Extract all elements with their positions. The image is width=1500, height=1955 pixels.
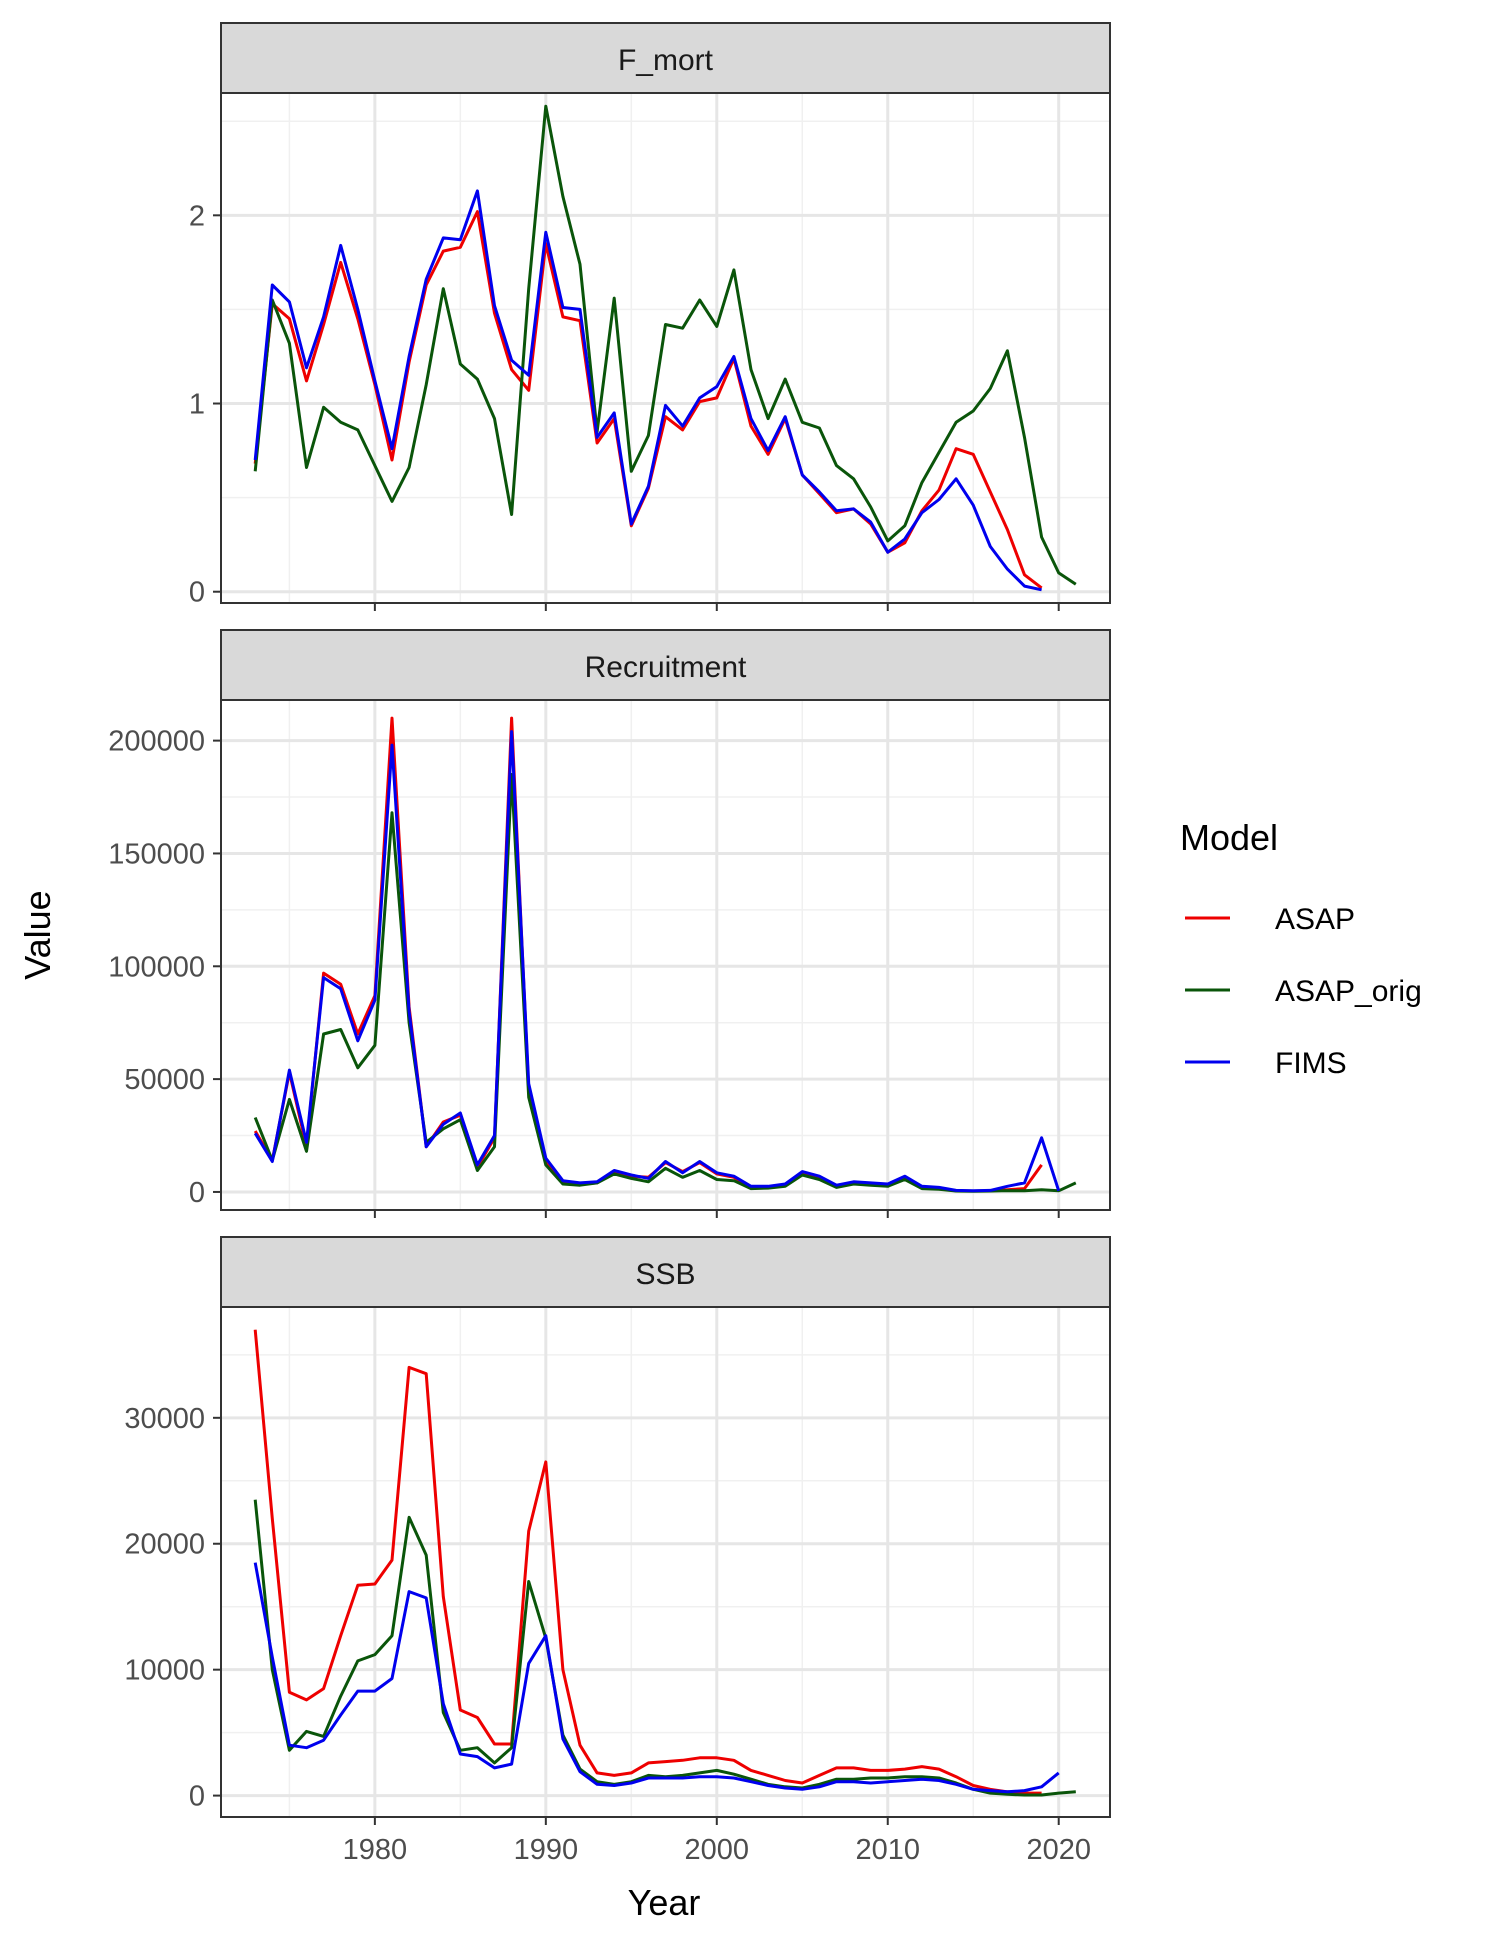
panel-f-mort: F_mort 0 1 2 (189, 22, 1111, 611)
legend: Model ASAP ASAP_orig FIMS (1180, 817, 1422, 1080)
y-tick-label: 100000 (108, 951, 205, 983)
facet-title: Recruitment (585, 651, 747, 684)
series-line-fims (253, 189, 1042, 592)
x-tick-label: 2020 (1026, 1834, 1091, 1866)
legend-title: Model (1180, 817, 1278, 858)
panel-border (220, 92, 1111, 604)
panel-border (220, 1306, 1111, 1818)
y-axis-title: Value (17, 890, 58, 979)
plot-area (221, 93, 1110, 603)
y-tick-label: 1 (189, 389, 205, 421)
series-line-fims (253, 1562, 1060, 1794)
panel-recruitment: Recruitment 0 50000 100000 150000 200000 (108, 629, 1111, 1218)
facet-title: SSB (635, 1258, 695, 1291)
y-tick-label: 20000 (124, 1529, 205, 1561)
y-tick-label: 2 (189, 200, 205, 232)
facet-strip (220, 629, 1111, 701)
y-tick-label: 0 (189, 1781, 205, 1813)
panels-layer: F_mort012Recruitment05000010000015000020… (108, 22, 1111, 1866)
plot-area (221, 1307, 1110, 1817)
series-lines (253, 716, 1077, 1193)
y-tick-label: 50000 (124, 1064, 205, 1096)
legend-label-fims: FIMS (1275, 1047, 1347, 1080)
series-lines (253, 104, 1077, 592)
x-tick-label: 2010 (855, 1834, 920, 1866)
x-tick-label: 1980 (343, 1834, 408, 1866)
plot-area (221, 700, 1110, 1210)
y-tick-label: 0 (189, 1177, 205, 1209)
y-tick-label: 30000 (124, 1403, 205, 1435)
x-axis-title: Year (628, 1882, 701, 1923)
facet-strip (220, 22, 1111, 94)
series-line-asap-orig (253, 104, 1077, 586)
facet-strip (220, 1236, 1111, 1308)
x-tick-label: 1990 (514, 1834, 579, 1866)
panel-ssb: SSB 0 10000 20000 30000 1980 1990 2000 2010 2020 (124, 1236, 1111, 1866)
series-line-asap (253, 1329, 1042, 1795)
facet-title: F_mort (618, 44, 714, 77)
y-tick-label: 10000 (124, 1655, 205, 1687)
legend-label-asap-orig: ASAP_orig (1275, 975, 1422, 1008)
y-tick-label: 0 (189, 577, 205, 609)
legend-items: ASAP ASAP_orig FIMS (1185, 903, 1422, 1080)
series-line-fims (253, 730, 1061, 1193)
y-tick-label: 150000 (108, 838, 205, 870)
y-tick-label: 200000 (108, 726, 205, 758)
panel-border (220, 699, 1111, 1211)
x-tick-label: 2000 (685, 1834, 750, 1866)
series-line-asap-orig (253, 773, 1077, 1193)
legend-label-asap: ASAP (1275, 903, 1355, 936)
series-lines (253, 1329, 1076, 1797)
